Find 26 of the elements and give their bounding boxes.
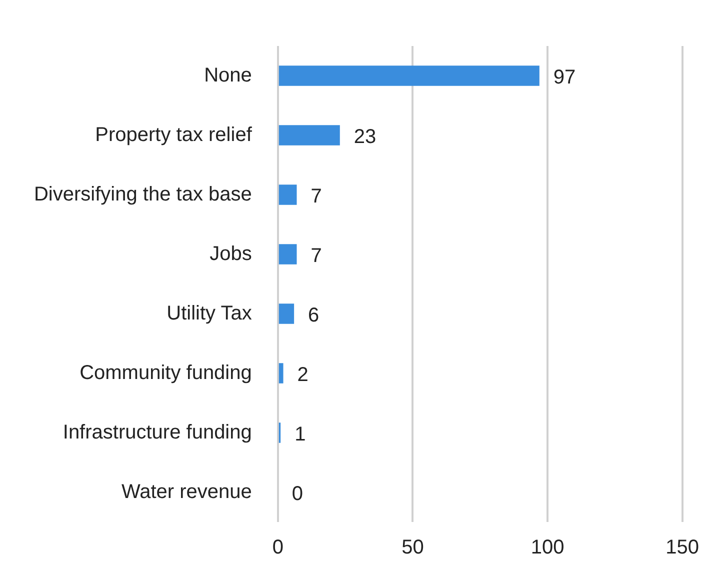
x-tick-label: 150 (666, 536, 700, 559)
y-tick-label: Community funding (80, 362, 252, 384)
bar (278, 244, 297, 264)
y-tick-label: Property tax relief (95, 124, 252, 146)
bar (278, 304, 294, 324)
x-tick-label: 0 (272, 536, 284, 559)
y-tick-label: None (204, 64, 252, 86)
bar (278, 66, 540, 86)
bar (278, 125, 340, 146)
data-label: 97 (553, 66, 576, 88)
x-tick-label: 100 (530, 536, 564, 559)
x-tick-label: 50 (402, 536, 424, 559)
y-tick-label: Diversifying the tax base (34, 183, 252, 206)
data-label: 2 (297, 364, 308, 386)
bar (278, 184, 297, 205)
data-label: 1 (294, 423, 306, 446)
data-label: 7 (310, 185, 322, 208)
data-label: 7 (310, 244, 322, 267)
data-label: 23 (354, 126, 376, 148)
data-label: 0 (292, 482, 304, 505)
data-label: 6 (308, 304, 320, 326)
bar (278, 363, 284, 384)
y-tick-label: Jobs (210, 242, 252, 265)
y-tick-label: Utility Tax (166, 302, 252, 324)
y-tick-label: Water revenue (121, 480, 252, 503)
y-tick-label: Infrastructure funding (62, 421, 252, 444)
